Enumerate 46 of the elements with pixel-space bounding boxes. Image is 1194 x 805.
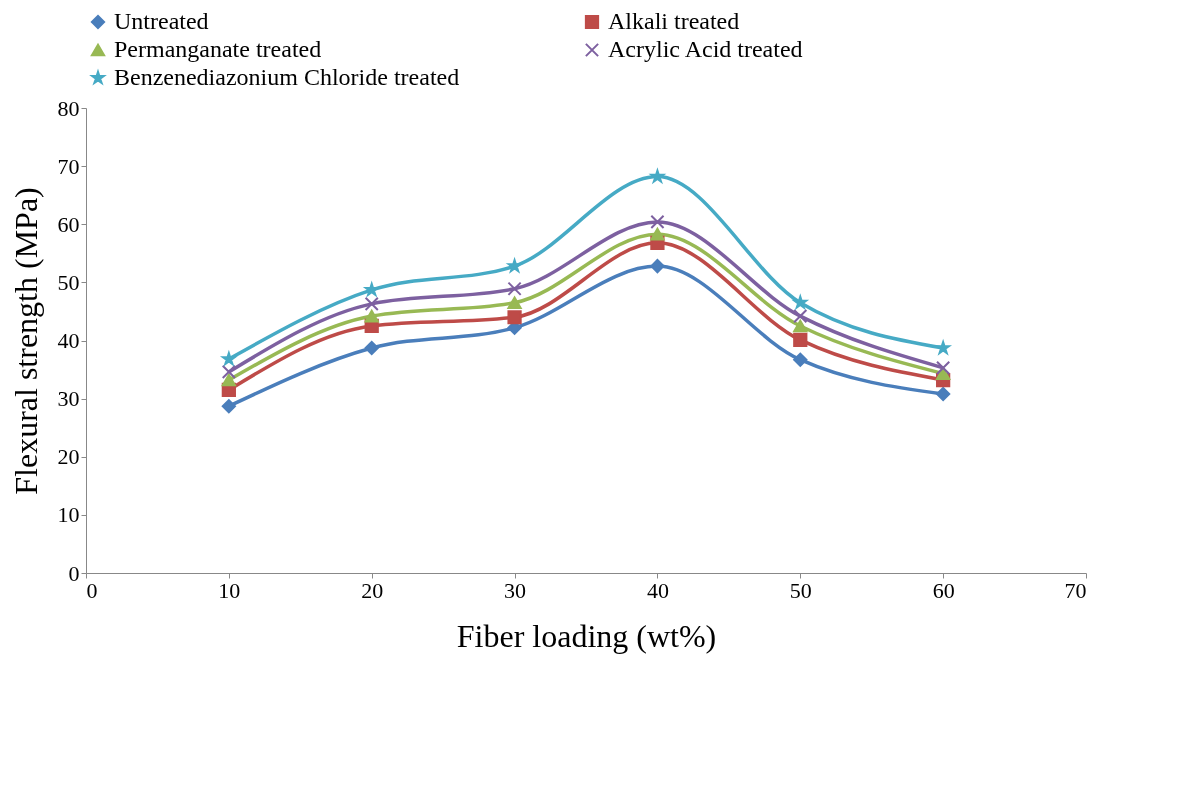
point <box>650 214 665 230</box>
point <box>364 340 379 356</box>
point <box>364 309 379 323</box>
y-tick-label: 40 <box>57 328 80 353</box>
point <box>363 280 379 298</box>
x-tick-label: 70 <box>1064 577 1087 603</box>
point <box>221 373 236 387</box>
y-tick-label: 70 <box>57 153 80 179</box>
x-tick-label: 0 <box>86 577 98 603</box>
legend-label: Alkali treated <box>608 8 740 34</box>
y-tick-label: 30 <box>57 386 80 412</box>
point <box>221 399 236 414</box>
y-axis-title: Flexural strength (MPa) <box>7 187 44 495</box>
point <box>793 319 808 333</box>
x-tick-label: 50 <box>789 577 812 603</box>
y-tick-label: 60 <box>57 211 80 237</box>
point <box>507 310 522 325</box>
x-tick-label: 10 <box>218 577 241 603</box>
point <box>364 296 379 312</box>
point <box>505 257 522 274</box>
y-tick-label: 50 <box>57 269 80 295</box>
y-tick-label: 0 <box>68 560 80 586</box>
point <box>793 308 808 324</box>
legend-label: Untreated <box>114 8 209 34</box>
point <box>650 258 665 274</box>
point <box>936 360 951 375</box>
x-tick-label: 40 <box>646 577 669 603</box>
point <box>793 352 808 367</box>
point <box>507 281 522 296</box>
point <box>936 386 951 402</box>
y-tick-label: 20 <box>57 444 80 470</box>
y-tick-label: 80 <box>57 95 80 121</box>
point <box>221 364 236 380</box>
x-tick-label: 30 <box>504 577 527 603</box>
x-tick-label: 60 <box>932 577 955 603</box>
x-axis-title: Fiber loading (wt%) <box>456 617 717 654</box>
point <box>793 332 808 348</box>
point <box>791 293 809 310</box>
legend-label: Acrylic Acid treated <box>608 36 803 62</box>
y-tick-label: 10 <box>57 502 80 528</box>
legend-label: Permanganate treated <box>114 36 322 62</box>
point <box>507 296 522 310</box>
point <box>936 367 951 380</box>
legend-label: Benzenediazonium Chloride treated <box>114 64 460 90</box>
point <box>650 227 665 241</box>
x-tick-label: 20 <box>361 577 384 603</box>
